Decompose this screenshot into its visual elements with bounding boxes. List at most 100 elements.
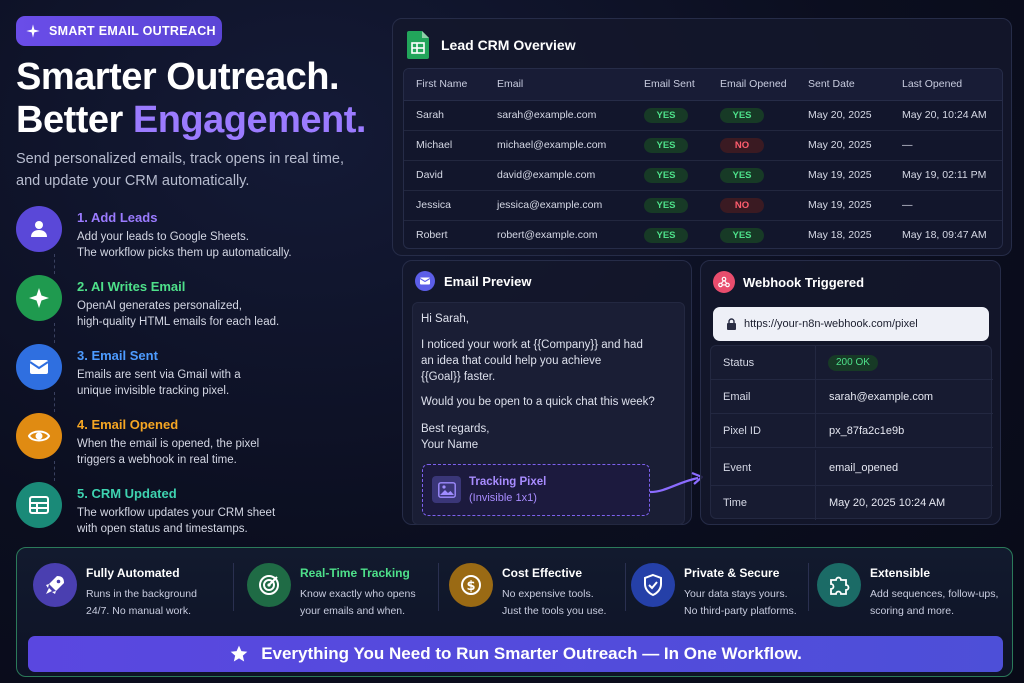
user-icon [31, 221, 47, 237]
column-header: Last Opened [890, 69, 1002, 101]
feature-icon-circle [631, 563, 675, 607]
column-header: Email [485, 69, 632, 101]
webhook-row: Time May 20, 2025 10:24 AM [711, 486, 993, 520]
lock-icon [727, 318, 736, 330]
feature-title: Real-Time Tracking [300, 566, 410, 580]
feature-title: Fully Automated [86, 566, 180, 580]
feature-description: Know exactly who opens your emails and wh… [300, 588, 416, 617]
status-badge: YES [644, 197, 688, 213]
webhook-value: email_opened [829, 462, 899, 474]
webhook-key: Email [723, 391, 751, 403]
email-paragraph: {{Goal}} faster. [421, 371, 496, 383]
step-circle [16, 275, 62, 321]
feature-description: No expensive tools. Just the tools you us… [502, 588, 607, 617]
crm-table: First Name Email Email Sent Email Opened… [403, 68, 1003, 249]
feature-divider [808, 563, 809, 611]
table-row: Robert robert@example.com YES YES May 18… [416, 227, 987, 243]
step-crm-updated: 5. CRM Updated The workflow updates your… [16, 482, 386, 542]
status-badge: YES [644, 227, 688, 243]
email-greeting: Hi Sarah, [421, 313, 469, 325]
crm-title: Lead CRM Overview [441, 37, 576, 53]
webhook-header: Webhook Triggered [713, 271, 864, 293]
webhook-value: sarah@example.com [829, 391, 934, 403]
table-row: Jessica jessica@example.com YES NO May 1… [404, 190, 1002, 221]
table-header-row: First Name Email Email Sent Email Opened… [404, 69, 1002, 101]
tracking-pixel-box: Tracking Pixel (Invisible 1x1) [422, 464, 650, 516]
status-badge: 200 OK [828, 355, 878, 371]
crm-panel: Lead CRM Overview First Name Email Email… [392, 18, 1012, 256]
column-header: Email Sent [632, 69, 708, 101]
webhook-value: May 20, 2025 10:24 AM [829, 497, 946, 509]
status-badge: NO [720, 137, 764, 153]
tracking-pixel-subtitle: (Invisible 1x1) [469, 492, 537, 504]
webhook-key: Time [723, 497, 748, 509]
hero-title-accent: Engagement. [132, 99, 367, 141]
step-email-opened: 4. Email Opened When the email is opened… [16, 413, 386, 473]
step-connector [54, 461, 55, 481]
email-paragraph: I noticed your work at {{Company}} and h… [421, 339, 643, 351]
cta-banner[interactable]: Everything You Need to Run Smarter Outre… [28, 636, 1003, 672]
sparkle-icon [29, 288, 49, 308]
email-paragraph: Would you be open to a quick chat this w… [421, 396, 655, 408]
features-bar: Fully Automated Runs in the background 24… [16, 547, 1013, 677]
webhook-panel: Webhook Triggered https://your-n8n-webho… [700, 260, 1001, 525]
feature-description: Add sequences, follow-ups, scoring and mo… [870, 588, 999, 617]
column-header: First Name [404, 69, 485, 101]
status-badge: NO [720, 197, 764, 213]
webhook-key: Status [723, 357, 755, 369]
status-badge: YES [720, 167, 764, 183]
feature-divider [625, 563, 626, 611]
step-description: The workflow updates your CRM sheet with … [77, 507, 276, 535]
webhook-row: Status 200 OK [711, 346, 993, 380]
eye-icon [27, 430, 51, 442]
step-connector [54, 392, 55, 412]
step-add-leads: 1. Add Leads Add your leads to Google Sh… [16, 206, 386, 266]
step-title: 4. Email Opened [77, 417, 179, 432]
feature-private-secure: Private & Secure Your data stays yours. N… [631, 548, 821, 628]
webhook-url-bar[interactable]: https://your-n8n-webhook.com/pixel [713, 307, 989, 341]
sparkle-icon [26, 24, 40, 38]
step-description: Add your leads to Google Sheets. The work… [77, 231, 292, 259]
webhook-key: Event [723, 462, 752, 474]
webhook-row: Email sarah@example.com [711, 380, 993, 414]
email-paragraph: an idea that could help you achieve [421, 355, 602, 367]
step-title: 1. Add Leads [77, 210, 158, 225]
feature-icon-circle [33, 563, 77, 607]
table-row: Michael michael@example.com YES NO May 2… [404, 130, 1002, 161]
feature-title: Cost Effective [502, 566, 583, 580]
email-closing: Best regards, [421, 423, 490, 435]
image-icon [432, 476, 461, 503]
column-header: Sent Date [796, 69, 890, 101]
webhook-value: px_87fa2c1e9b [829, 425, 905, 437]
status-badge: YES [644, 167, 688, 183]
step-description: Emails are sent via Gmail with a unique i… [77, 369, 241, 397]
feature-icon-circle [247, 563, 291, 607]
status-badge: YES [644, 107, 688, 123]
email-preview-panel: Email Preview Hi Sarah, I noticed your w… [402, 260, 692, 525]
google-sheets-icon [407, 31, 429, 59]
step-connector [54, 254, 55, 274]
email-body: Hi Sarah, I noticed your work at {{Compa… [412, 302, 685, 525]
step-circle [16, 344, 62, 390]
dollar-icon: $ [461, 575, 481, 595]
mail-icon [415, 271, 435, 291]
email-preview-title: Email Preview [444, 273, 532, 289]
badge-label: SMART EMAIL OUTREACH [49, 24, 216, 38]
feature-extensible: Extensible Add sequences, follow-ups, sco… [817, 548, 1007, 628]
tracking-pixel-title: Tracking Pixel [469, 476, 547, 488]
step-title: 3. Email Sent [77, 348, 158, 363]
arrow-icon [649, 471, 704, 494]
target-icon [259, 575, 279, 595]
feature-cost-effective: $ Cost Effective No expensive tools. Just… [449, 548, 639, 628]
feature-divider [233, 563, 234, 611]
column-header: Email Opened [708, 69, 796, 101]
table-row: David david@example.com YES YES May 19, … [404, 160, 1002, 191]
feature-title: Extensible [870, 566, 931, 580]
sheet-icon [29, 496, 49, 514]
feature-icon-circle [817, 563, 861, 607]
feature-divider [438, 563, 439, 611]
webhook-row: Event email_opened [711, 450, 993, 486]
email-preview-header: Email Preview [415, 271, 531, 291]
step-title: 5. CRM Updated [77, 486, 177, 501]
feature-description: Runs in the background 24/7. No manual wo… [86, 588, 197, 617]
